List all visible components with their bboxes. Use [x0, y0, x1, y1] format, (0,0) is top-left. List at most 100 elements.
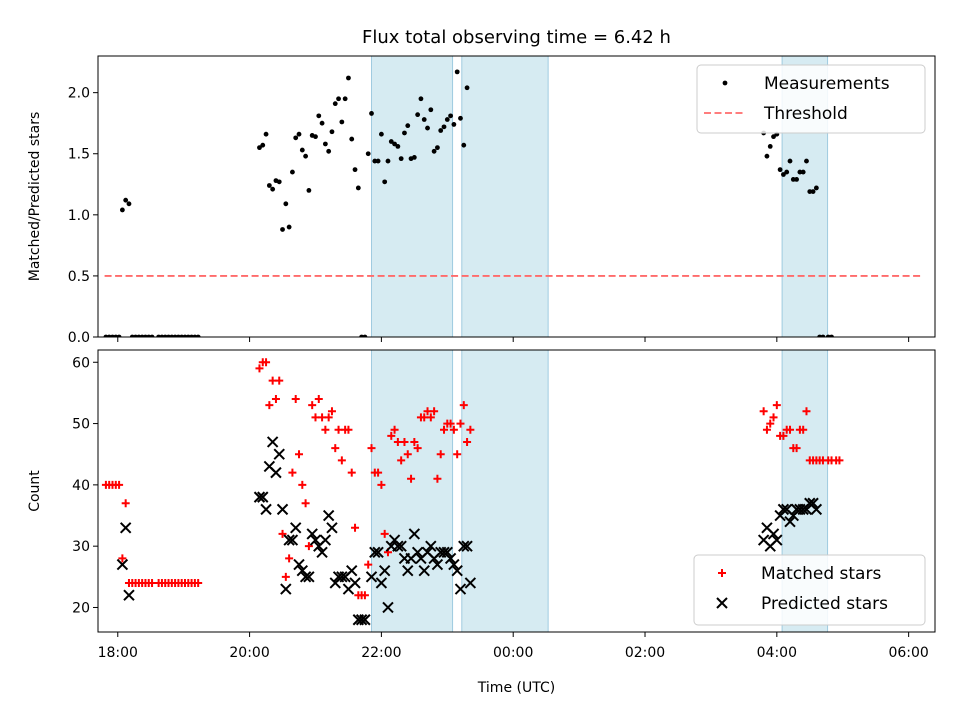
legend-label: Predicted stars	[761, 594, 888, 614]
plus-marker	[453, 450, 462, 459]
dot-marker	[316, 113, 322, 119]
plus-marker	[387, 431, 396, 440]
shaded-interval-2	[461, 349, 549, 633]
dot-marker	[411, 155, 417, 160]
x-marker	[260, 503, 272, 516]
plus-marker	[459, 401, 468, 410]
plus-marker	[436, 450, 445, 459]
plus-marker	[410, 437, 419, 446]
x-marker	[123, 589, 135, 601]
legend-box	[693, 554, 926, 626]
x-marker	[253, 491, 266, 503]
x-marker	[283, 534, 295, 546]
dot-marker	[392, 141, 397, 147]
plus-marker	[759, 407, 768, 416]
series-1	[103, 69, 834, 337]
plus-marker	[430, 407, 439, 416]
plus-marker	[275, 376, 284, 385]
plus-marker	[304, 542, 313, 551]
dot-marker	[126, 201, 132, 207]
plus-marker	[327, 407, 336, 416]
plus-marker	[456, 419, 465, 428]
x-tick-label: 06:00	[888, 645, 928, 661]
legend-label: Threshold	[763, 104, 848, 124]
dot-marker	[260, 142, 266, 148]
legend-label: Measurements	[764, 74, 890, 94]
plus-marker	[799, 425, 808, 434]
plus-marker	[285, 554, 294, 563]
x-marker	[346, 564, 358, 577]
legend-label: Matched stars	[761, 564, 881, 584]
x-marker	[448, 558, 460, 571]
plus-marker	[390, 425, 399, 434]
plus-marker	[298, 480, 307, 489]
plus-marker	[291, 395, 300, 404]
legend-2: Matched stars Predicted stars	[693, 554, 926, 626]
dot-marker	[431, 148, 437, 154]
dot-marker	[299, 147, 305, 153]
x-marker	[461, 540, 473, 552]
x-marker	[451, 564, 463, 577]
x-marker	[359, 614, 371, 626]
dot-marker	[276, 179, 282, 185]
x-marker	[767, 528, 780, 540]
shaded-interval-1	[371, 55, 454, 338]
plus-marker	[364, 560, 373, 569]
plus-marker	[288, 468, 297, 477]
x-marker	[375, 577, 388, 589]
dot-marker	[807, 189, 813, 195]
dot-marker	[280, 227, 285, 232]
dot-marker	[385, 158, 391, 164]
dot-marker	[195, 334, 201, 337]
x-marker	[303, 571, 315, 583]
dot-marker	[372, 158, 378, 164]
dot-marker	[784, 169, 790, 175]
dot-marker	[402, 130, 407, 136]
dot-marker	[448, 113, 453, 119]
dot-marker	[123, 197, 129, 203]
y-tick-label: 30	[72, 539, 90, 555]
plus-marker	[377, 480, 386, 489]
x-marker	[322, 509, 335, 522]
plus-marker	[351, 523, 360, 532]
dot-marker	[303, 153, 309, 159]
panel-2: 20 30 40 50 60 18:00 20:00 22:00 00:00 02:00 04:00…	[27, 349, 936, 696]
shaded-interval-2	[461, 55, 549, 338]
dot-marker	[342, 96, 348, 102]
plus-marker	[762, 425, 771, 434]
x-marker	[810, 503, 823, 516]
plus-marker	[278, 529, 287, 538]
dot-marker	[395, 144, 401, 149]
x-axis-label: Time (UTC)	[477, 680, 555, 696]
plus-marker	[324, 413, 333, 422]
dot-marker	[388, 139, 394, 144]
x-tick-label: 22:00	[361, 645, 401, 661]
plus-marker	[281, 572, 290, 581]
dot-marker	[777, 167, 783, 173]
plus-marker	[121, 499, 130, 508]
plus-marker	[407, 474, 416, 483]
dot-marker	[405, 123, 411, 129]
dot-marker	[263, 131, 269, 137]
plus-marker	[835, 456, 844, 465]
plus-marker	[262, 358, 271, 367]
x-marker	[309, 534, 322, 546]
plus-marker	[347, 468, 356, 477]
dot-marker	[428, 107, 434, 113]
x-marker	[395, 540, 407, 552]
x-marker	[280, 583, 292, 595]
x-marker	[266, 436, 279, 448]
dot-marker	[787, 158, 793, 164]
dot-marker	[464, 85, 470, 91]
plus-marker	[255, 364, 264, 373]
dot-marker	[810, 189, 816, 195]
x-tick-label: 02:00	[625, 645, 665, 661]
dot-marker	[418, 96, 424, 102]
dot-marker	[382, 179, 388, 185]
dot-marker	[329, 129, 335, 135]
dot-marker	[790, 176, 796, 182]
x-marker	[306, 528, 318, 540]
panels: 0.0 0.5 1.0 1.5 2.0 Flux total observing time…	[27, 27, 936, 696]
dot-marker	[293, 135, 299, 141]
x-marker	[771, 534, 783, 546]
